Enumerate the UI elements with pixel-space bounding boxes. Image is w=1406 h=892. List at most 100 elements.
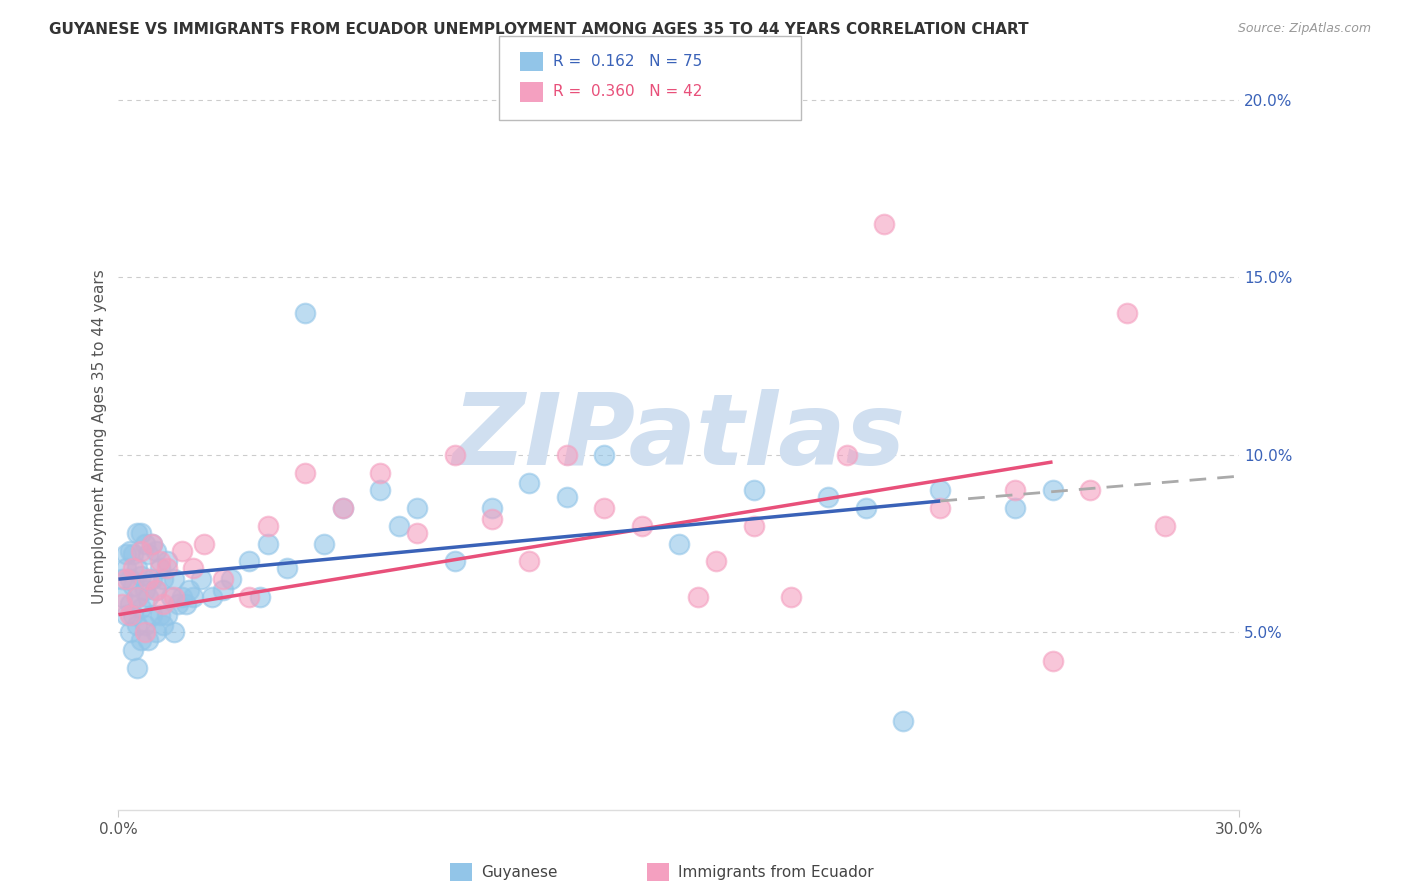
- Point: [855, 501, 877, 516]
- Point: [249, 590, 271, 604]
- Point: [118, 543, 141, 558]
- Y-axis label: Unemployment Among Ages 35 to 44 years: Unemployment Among Ages 35 to 44 years: [93, 269, 107, 605]
- Point: [1116, 306, 1139, 320]
- Point: [1004, 501, 1026, 516]
- Point: [118, 607, 141, 622]
- Point: [141, 536, 163, 550]
- Point: [148, 554, 170, 568]
- Point: [118, 572, 141, 586]
- Point: [141, 536, 163, 550]
- Point: [332, 501, 354, 516]
- Text: Guyanese: Guyanese: [481, 865, 557, 880]
- Point: [593, 501, 616, 516]
- Point: [190, 572, 212, 586]
- Point: [742, 519, 765, 533]
- Point: [163, 625, 186, 640]
- Point: [115, 547, 138, 561]
- Point: [122, 561, 145, 575]
- Point: [1042, 483, 1064, 498]
- Point: [481, 512, 503, 526]
- Point: [118, 625, 141, 640]
- Point: [115, 607, 138, 622]
- Point: [170, 543, 193, 558]
- Point: [111, 572, 134, 586]
- Point: [891, 714, 914, 729]
- Point: [276, 561, 298, 575]
- Point: [873, 217, 896, 231]
- Point: [170, 590, 193, 604]
- Point: [145, 582, 167, 597]
- Point: [127, 526, 149, 541]
- Point: [127, 661, 149, 675]
- Point: [1078, 483, 1101, 498]
- Point: [181, 561, 204, 575]
- Point: [481, 501, 503, 516]
- Point: [388, 519, 411, 533]
- Point: [704, 554, 727, 568]
- Text: Source: ZipAtlas.com: Source: ZipAtlas.com: [1237, 22, 1371, 36]
- Point: [129, 568, 152, 582]
- Text: Immigrants from Ecuador: Immigrants from Ecuador: [678, 865, 873, 880]
- Point: [148, 607, 170, 622]
- Point: [129, 526, 152, 541]
- Point: [817, 491, 839, 505]
- Point: [630, 519, 652, 533]
- Point: [134, 582, 156, 597]
- Text: R =  0.162   N = 75: R = 0.162 N = 75: [553, 54, 702, 69]
- Point: [1004, 483, 1026, 498]
- Point: [332, 501, 354, 516]
- Point: [368, 483, 391, 498]
- Point: [136, 632, 159, 647]
- Point: [167, 597, 190, 611]
- Point: [929, 501, 952, 516]
- Point: [145, 625, 167, 640]
- Point: [136, 590, 159, 604]
- Point: [238, 590, 260, 604]
- Point: [134, 618, 156, 632]
- Point: [406, 501, 429, 516]
- Point: [152, 618, 174, 632]
- Point: [152, 597, 174, 611]
- Point: [111, 590, 134, 604]
- Point: [686, 590, 709, 604]
- Point: [555, 448, 578, 462]
- Point: [127, 561, 149, 575]
- Point: [929, 483, 952, 498]
- Point: [129, 600, 152, 615]
- Point: [294, 306, 316, 320]
- Text: GUYANESE VS IMMIGRANTS FROM ECUADOR UNEMPLOYMENT AMONG AGES 35 TO 44 YEARS CORRE: GUYANESE VS IMMIGRANTS FROM ECUADOR UNEM…: [49, 22, 1029, 37]
- Text: ZIPatlas: ZIPatlas: [453, 389, 905, 485]
- Point: [122, 547, 145, 561]
- Point: [193, 536, 215, 550]
- Point: [163, 590, 186, 604]
- Point: [163, 572, 186, 586]
- Point: [145, 543, 167, 558]
- Point: [156, 607, 179, 622]
- Point: [122, 607, 145, 622]
- Point: [145, 582, 167, 597]
- Point: [1042, 654, 1064, 668]
- Point: [555, 491, 578, 505]
- Point: [219, 572, 242, 586]
- Point: [115, 572, 138, 586]
- Point: [257, 519, 280, 533]
- Point: [238, 554, 260, 568]
- Point: [212, 582, 235, 597]
- Point: [1153, 519, 1175, 533]
- Point: [111, 597, 134, 611]
- Point: [156, 554, 179, 568]
- Point: [294, 466, 316, 480]
- Point: [174, 597, 197, 611]
- Point: [312, 536, 335, 550]
- Point: [152, 572, 174, 586]
- Point: [835, 448, 858, 462]
- Point: [181, 590, 204, 604]
- Point: [129, 632, 152, 647]
- Point: [368, 466, 391, 480]
- Point: [156, 561, 179, 575]
- Point: [118, 597, 141, 611]
- Text: R =  0.360   N = 42: R = 0.360 N = 42: [553, 85, 702, 99]
- Point: [519, 476, 541, 491]
- Point: [668, 536, 690, 550]
- Point: [201, 590, 224, 604]
